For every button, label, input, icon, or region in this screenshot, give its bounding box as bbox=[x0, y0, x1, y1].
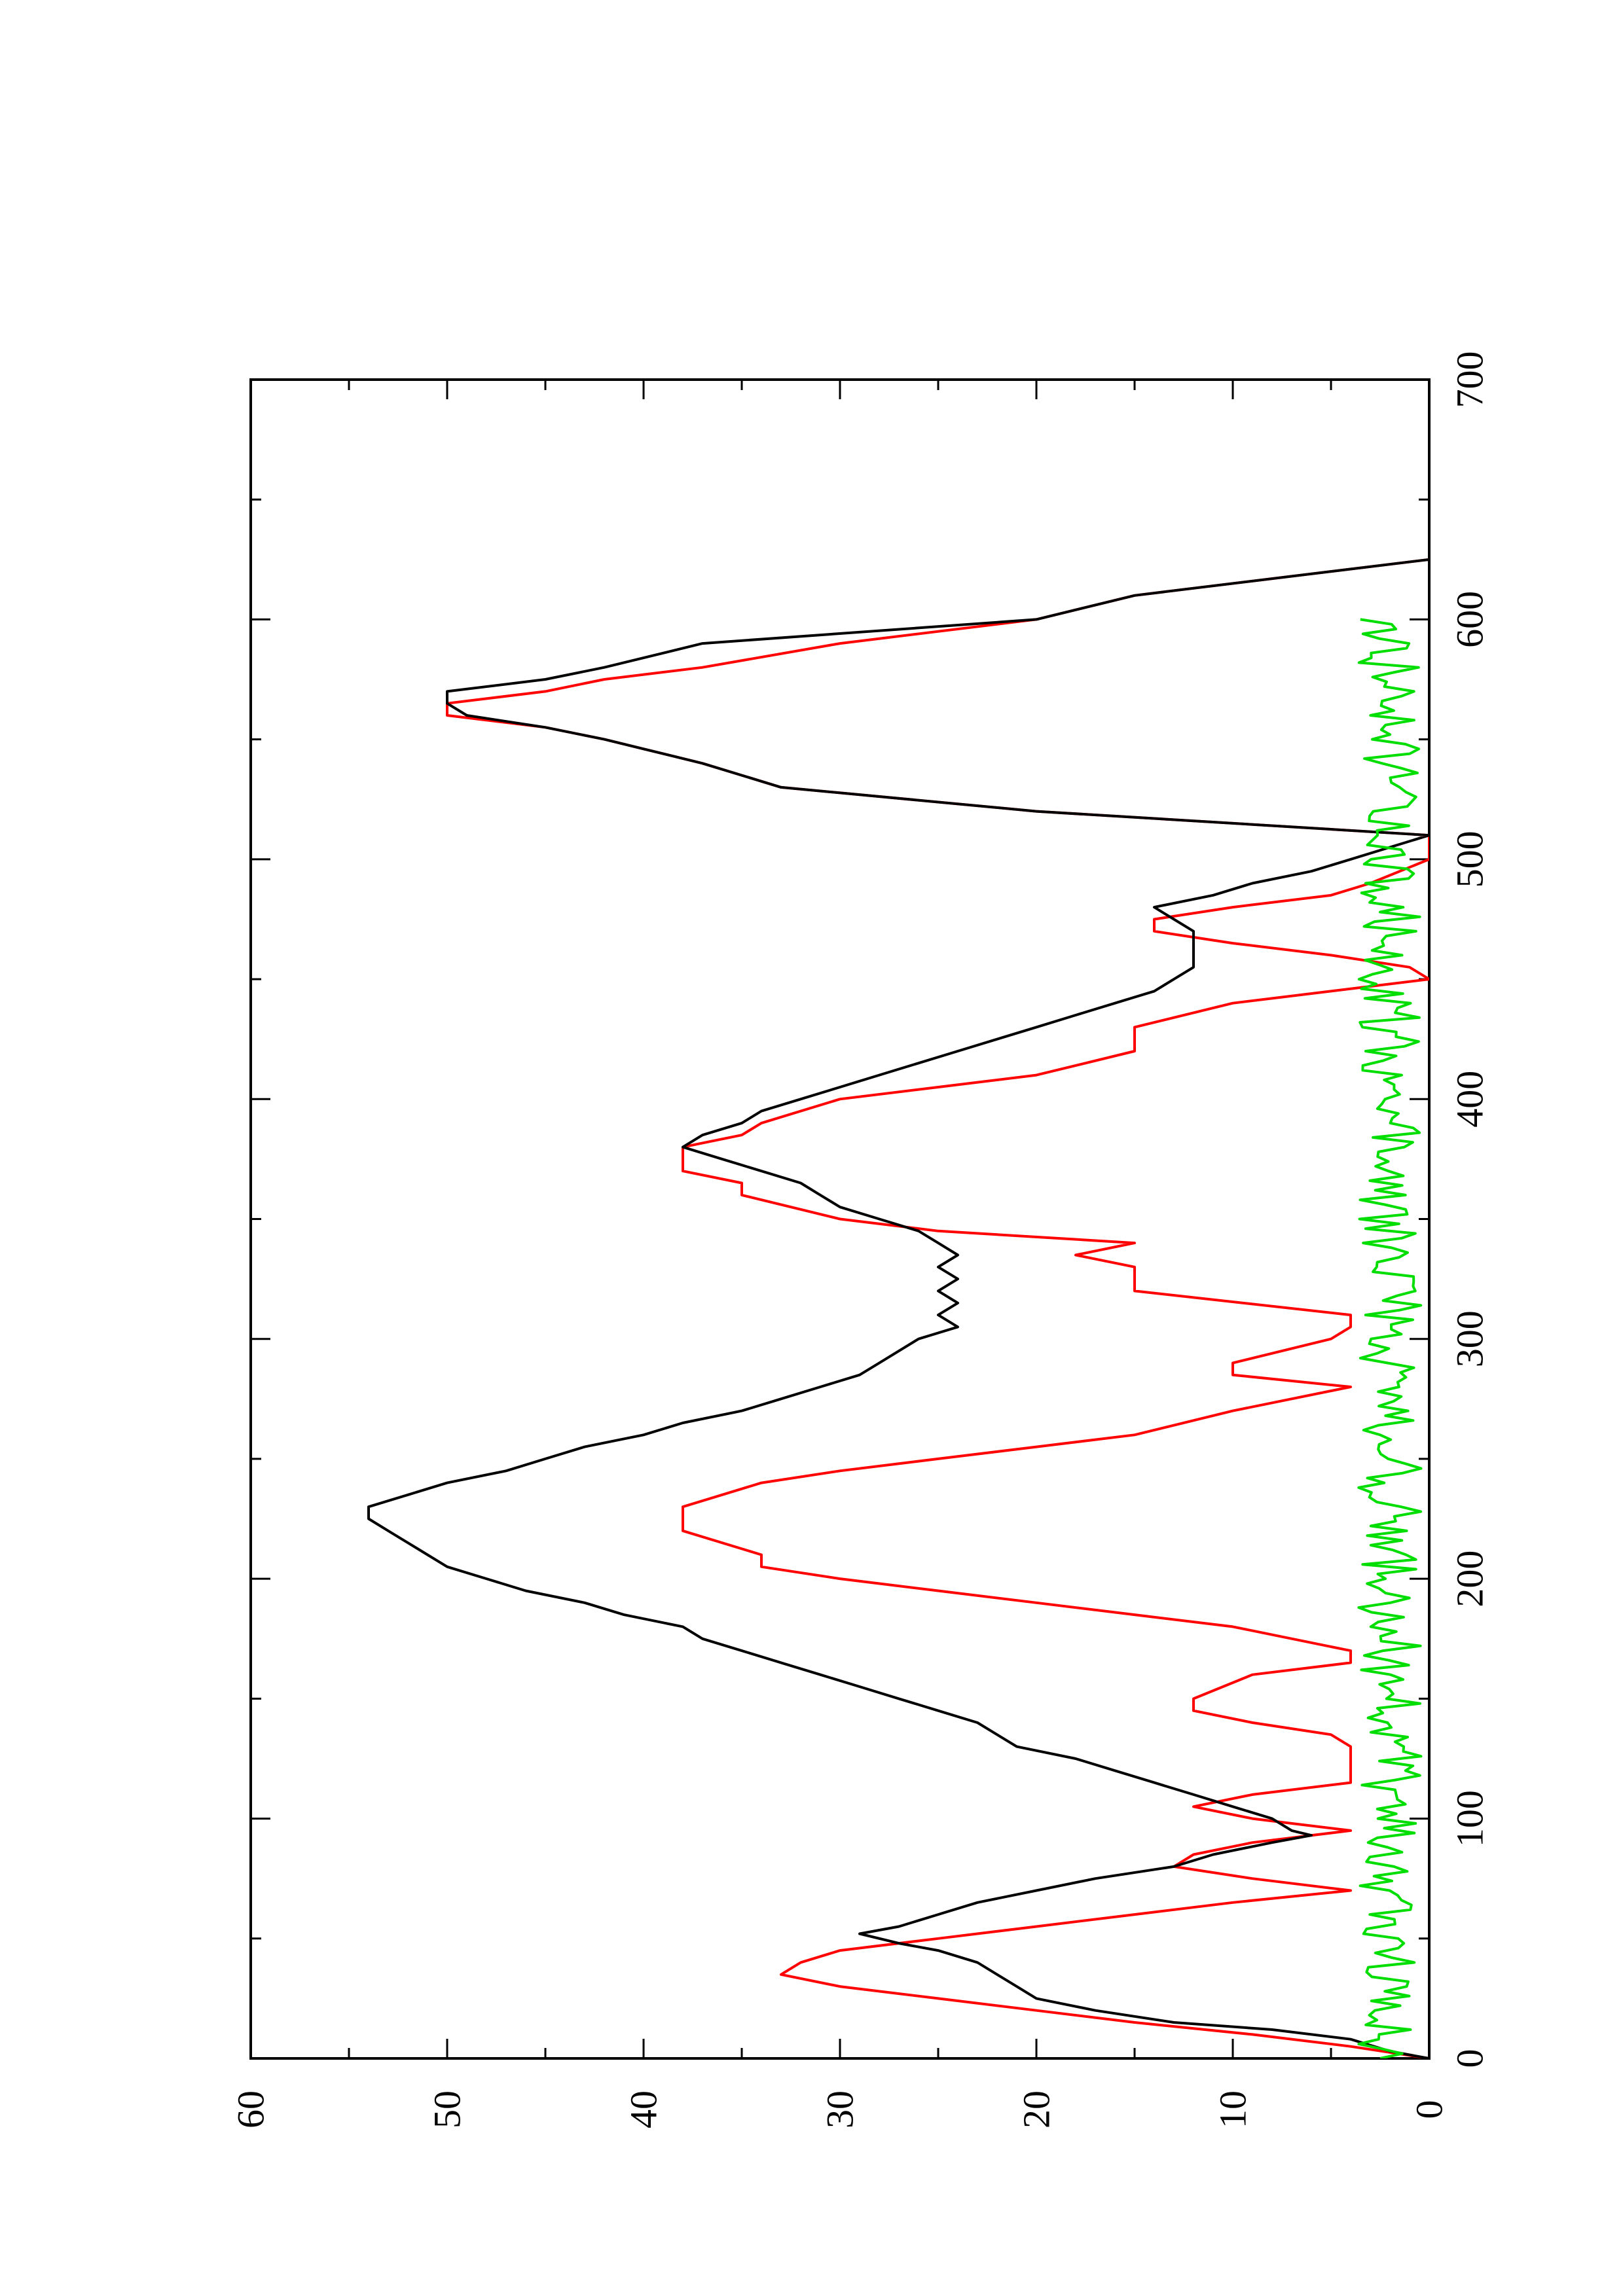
y-tick-label: 50 bbox=[426, 2090, 469, 2128]
series-line-1 bbox=[446, 558, 1429, 2058]
series-line-2 bbox=[367, 558, 1429, 2058]
x-tick-label: 300 bbox=[1449, 1310, 1491, 1367]
series-line-3 bbox=[1357, 618, 1423, 2058]
series-group bbox=[367, 558, 1429, 2058]
y-tick-label: 60 bbox=[230, 2090, 272, 2128]
x-tick-label: 700 bbox=[1449, 351, 1491, 408]
y-tick-label: 30 bbox=[819, 2090, 862, 2128]
x-tick-label: 100 bbox=[1449, 1790, 1491, 1847]
x-tick-label: 0 bbox=[1449, 2049, 1491, 2068]
x-tick-label: 200 bbox=[1449, 1551, 1491, 1607]
y-tick-label: 20 bbox=[1015, 2090, 1058, 2128]
plot-area: 0 100 200 300 400 500 600 700 0 10 20 30 40 50 60 bbox=[230, 351, 1491, 2129]
x-tick-label: 500 bbox=[1449, 831, 1491, 888]
y-tick-label: 40 bbox=[623, 2090, 665, 2128]
y-tick-label: 0 bbox=[1408, 2100, 1451, 2119]
x-tick-label: 600 bbox=[1449, 591, 1491, 648]
x-tick-label: 400 bbox=[1449, 1071, 1491, 1128]
y-tick-label: 10 bbox=[1212, 2090, 1254, 2128]
